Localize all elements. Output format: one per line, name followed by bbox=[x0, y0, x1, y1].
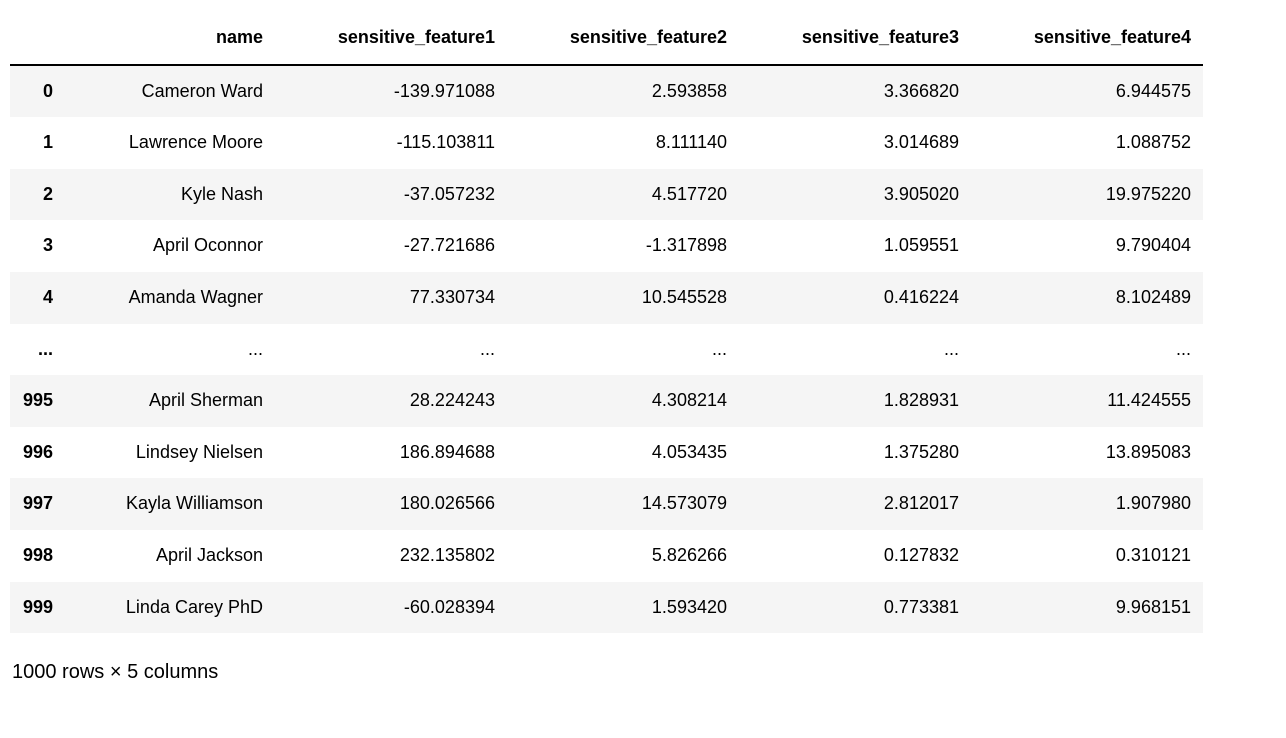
table-cell: 13.895083 bbox=[1105, 441, 1191, 462]
table-cell: 1.593420 bbox=[651, 596, 727, 617]
table-cell: 5.826266 bbox=[651, 544, 727, 565]
table-cell: 4.517720 bbox=[651, 183, 727, 204]
row-index: 4 bbox=[42, 286, 53, 307]
table-row: 4 Amanda Wagner 77.330734 10.545528 0.416224… bbox=[10, 271, 1203, 324]
table-cell: Kayla Williamson bbox=[125, 493, 263, 514]
table-cell: 1.088752 bbox=[1115, 132, 1191, 153]
table-cell: 3.366820 bbox=[883, 80, 959, 101]
table-cell: 14.573079 bbox=[641, 493, 727, 514]
table-row: 3 April Oconnor -27.721686 -1.317898 1.05955… bbox=[10, 220, 1203, 272]
table-cell: 1.907980 bbox=[1115, 493, 1191, 514]
table-row: 996 Lindsey Nielsen 186.894688 4.053435 1.37… bbox=[10, 426, 1203, 479]
dataframe-output: name sensitive_feature1 sensitive_feature2… bbox=[10, 12, 1203, 684]
table-row: 2 Kyle Nash -37.057232 4.517720 3.905020 19.9… bbox=[10, 168, 1203, 221]
row-index: ... bbox=[37, 338, 53, 359]
table-row: 997 Kayla Williamson 180.026566 14.573079 2.… bbox=[10, 478, 1203, 530]
table-cell: 3.905020 bbox=[883, 183, 959, 204]
dataframe-table: name sensitive_feature1 sensitive_feature2… bbox=[10, 12, 1203, 634]
row-index: 0 bbox=[42, 80, 53, 101]
table-cell: 0.127832 bbox=[883, 544, 959, 565]
table-cell: 4.053435 bbox=[651, 441, 727, 462]
column-header-sensitive_feature2: sensitive_feature2 bbox=[507, 12, 739, 66]
table-cell: April Sherman bbox=[148, 390, 263, 411]
table-cell: -37.057232 bbox=[403, 183, 495, 204]
table-cell: -27.721686 bbox=[403, 235, 495, 256]
table-row: 999 Linda Carey PhD -60.028394 1.593420 0.77… bbox=[10, 581, 1203, 634]
table-cell: Kyle Nash bbox=[180, 183, 263, 204]
table-cell: -115.103811 bbox=[396, 132, 495, 153]
table-cell: 8.111140 bbox=[655, 132, 727, 153]
index-column-header bbox=[10, 12, 65, 66]
table-cell: Lawrence Moore bbox=[128, 132, 263, 153]
table-cell: -60.028394 bbox=[403, 596, 495, 617]
table-cell: 0.416224 bbox=[883, 286, 959, 307]
table-cell: ... bbox=[711, 338, 727, 359]
table-cell: 232.135802 bbox=[399, 544, 495, 565]
table-cell: 10.545528 bbox=[641, 286, 727, 307]
table-cell: Amanda Wagner bbox=[128, 286, 263, 307]
table-row: 1 Lawrence Moore -115.103811 8.111140 3.0146… bbox=[10, 117, 1203, 169]
table-cell: 8.102489 bbox=[1115, 286, 1191, 307]
table-row: 0 Cameron Ward -139.971088 2.593858 3.366820… bbox=[10, 64, 1203, 118]
table-cell: ... bbox=[479, 338, 495, 359]
table-cell: 77.330734 bbox=[409, 286, 495, 307]
table-cell: -1.317898 bbox=[645, 235, 727, 256]
table-row: .................. bbox=[10, 323, 1203, 376]
column-header-sensitive_feature3: sensitive_feature3 bbox=[739, 12, 971, 66]
table-cell: April Jackson bbox=[155, 544, 263, 565]
table-cell: Linda Carey PhD bbox=[125, 596, 263, 617]
column-header-name: name bbox=[65, 12, 275, 66]
table-body: 0 Cameron Ward -139.971088 2.593858 3.366820… bbox=[10, 64, 1203, 634]
table-cell: 11.424555 bbox=[1107, 390, 1191, 411]
table-row: 995 April Sherman 28.224243 4.308214 1.82893… bbox=[10, 375, 1203, 427]
table-cell: 4.308214 bbox=[651, 390, 727, 411]
column-header-sensitive_feature1: sensitive_feature1 bbox=[275, 12, 507, 66]
table-cell: April Oconnor bbox=[152, 235, 263, 256]
table-cell: -139.971088 bbox=[393, 80, 495, 101]
table-cell: 1.828931 bbox=[883, 390, 959, 411]
table-cell: Cameron Ward bbox=[141, 80, 263, 101]
table-row: 998 April Jackson 232.135802 5.826266 0.1278… bbox=[10, 529, 1203, 582]
table-header: name sensitive_feature1 sensitive_feature2… bbox=[10, 12, 1203, 66]
table-cell: 1.375280 bbox=[883, 441, 959, 462]
row-index: 995 bbox=[22, 390, 53, 411]
table-cell: 2.812017 bbox=[883, 493, 959, 514]
table-cell: ... bbox=[943, 338, 959, 359]
table-cell: 9.968151 bbox=[1115, 596, 1191, 617]
row-index: 997 bbox=[22, 493, 53, 514]
table-cell: 180.026566 bbox=[399, 493, 495, 514]
row-index: 996 bbox=[22, 441, 53, 462]
row-index: 1 bbox=[42, 132, 53, 153]
table-cell: 186.894688 bbox=[399, 441, 495, 462]
table-cell: 28.224243 bbox=[409, 390, 495, 411]
row-index: 998 bbox=[22, 544, 53, 565]
table-cell: Lindsey Nielsen bbox=[135, 441, 263, 462]
table-cell: ... bbox=[247, 338, 263, 359]
table-cell: 19.975220 bbox=[1105, 183, 1191, 204]
table-cell: 3.014689 bbox=[883, 132, 959, 153]
table-cell: 1.059551 bbox=[883, 235, 959, 256]
header-row: name sensitive_feature1 sensitive_feature2… bbox=[10, 12, 1203, 66]
table-cell: 6.944575 bbox=[1115, 80, 1191, 101]
table-cell: 9.790404 bbox=[1115, 235, 1191, 256]
row-count-summary: 1000 rows × 5 columns bbox=[12, 661, 219, 684]
row-index: 3 bbox=[42, 235, 53, 256]
table-cell: 2.593858 bbox=[651, 80, 727, 101]
table-cell: ... bbox=[1175, 338, 1191, 359]
table-cell: 0.773381 bbox=[883, 596, 959, 617]
column-header-sensitive_feature4: sensitive_feature4 bbox=[971, 12, 1203, 66]
table-cell: 0.310121 bbox=[1115, 544, 1191, 565]
row-index: 999 bbox=[22, 596, 53, 617]
row-index: 2 bbox=[42, 183, 53, 204]
